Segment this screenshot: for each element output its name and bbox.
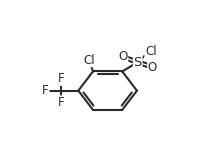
Text: Cl: Cl bbox=[83, 54, 95, 67]
Text: F: F bbox=[58, 96, 64, 109]
Text: Cl: Cl bbox=[145, 45, 157, 58]
Text: F: F bbox=[42, 84, 49, 97]
Text: F: F bbox=[58, 72, 64, 85]
Text: S: S bbox=[134, 56, 142, 69]
Text: O: O bbox=[118, 50, 128, 63]
Text: O: O bbox=[148, 61, 157, 74]
